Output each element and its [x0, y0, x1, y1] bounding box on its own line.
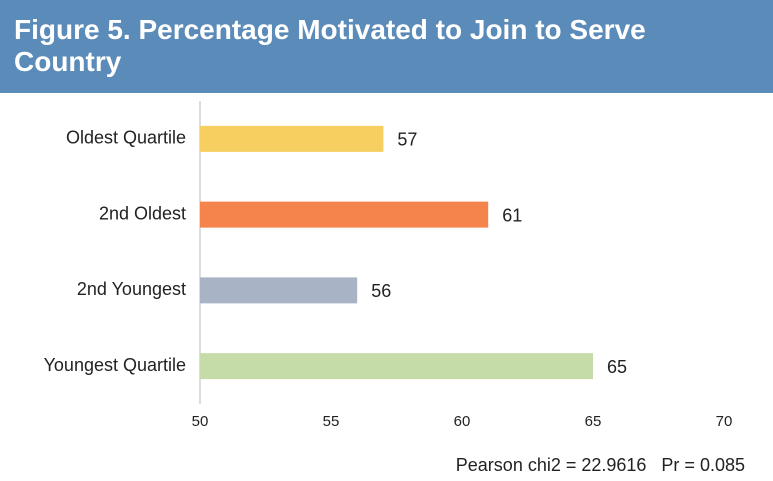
- bar: [200, 125, 384, 152]
- data-label: 57: [397, 130, 417, 150]
- data-label: 61: [502, 205, 522, 225]
- bar: [200, 201, 489, 228]
- y-tick-label: 2nd Oldest: [99, 203, 186, 223]
- y-tick-label: Oldest Quartile: [66, 128, 186, 148]
- title-banner: Figure 5. Percentage Motivated to Join t…: [0, 0, 773, 93]
- y-tick-label: Youngest Quartile: [44, 355, 186, 375]
- x-tick-label: 60: [454, 413, 471, 430]
- data-label: 56: [371, 281, 391, 301]
- annotation: Pearson chi2 = 22.9616 Pr = 0.085: [456, 455, 745, 475]
- bar: [200, 277, 358, 304]
- data-label: 65: [607, 357, 627, 377]
- x-tick-label: 70: [716, 413, 733, 430]
- x-tick-label: 65: [585, 413, 602, 430]
- bar: [200, 353, 593, 380]
- x-tick-label: 55: [323, 413, 340, 430]
- chart-title: Figure 5. Percentage Motivated to Join t…: [14, 14, 646, 77]
- x-tick-label: 50: [192, 413, 209, 430]
- y-tick-label: 2nd Youngest: [77, 279, 186, 299]
